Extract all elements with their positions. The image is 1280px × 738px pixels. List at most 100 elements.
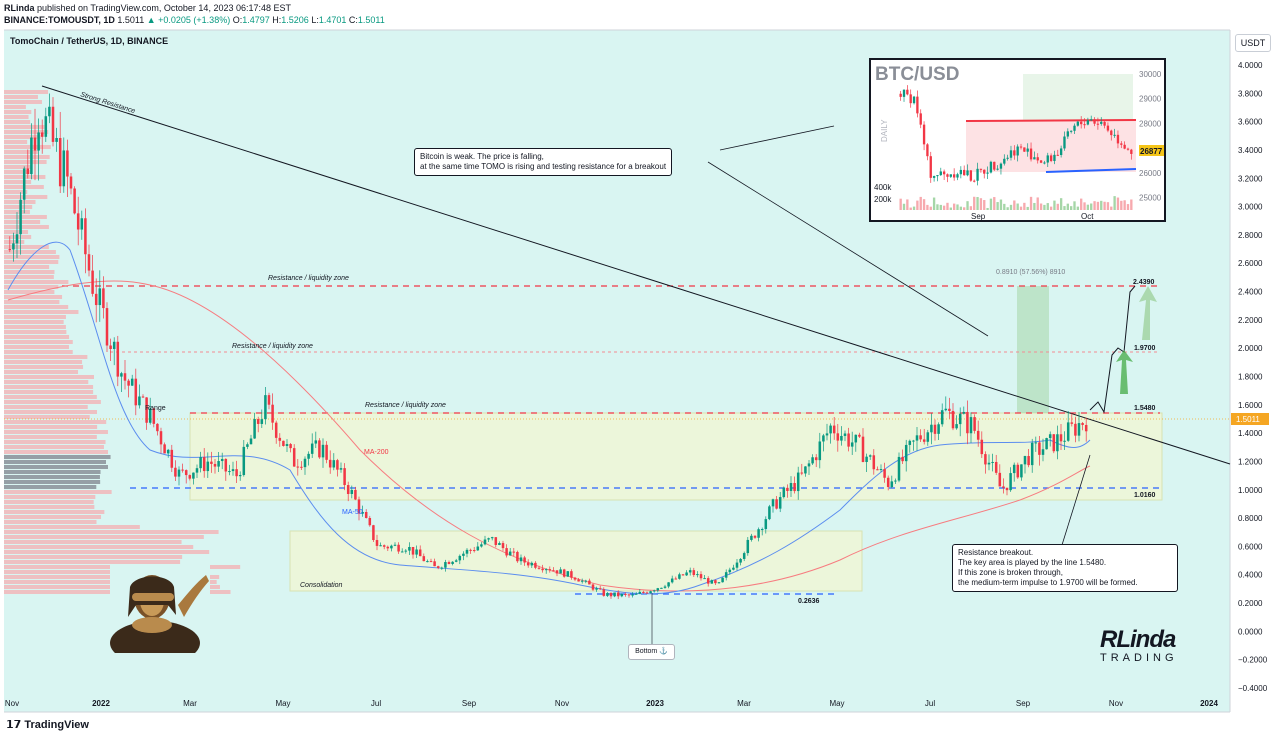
candle-body (685, 572, 688, 576)
ma-50-line (7, 241, 1091, 595)
currency-button[interactable]: USDT (1235, 34, 1271, 52)
candle-body (73, 188, 76, 214)
candle-body (530, 562, 534, 566)
candle-body (908, 440, 912, 445)
candle-body (62, 150, 66, 187)
volume-profile-bar (4, 130, 49, 134)
volume-profile-bar (4, 555, 183, 559)
candle-body (325, 444, 328, 460)
candle-body (598, 588, 602, 590)
candle-body (328, 459, 332, 468)
candle-body (238, 475, 242, 477)
volume-profile-bar (4, 525, 140, 529)
volume-profile-bar (4, 480, 101, 484)
candle-body (235, 469, 238, 477)
candle-body (832, 425, 836, 434)
volume-profile-bar (4, 150, 38, 154)
candle-body (973, 417, 976, 431)
candle-body (1045, 438, 1048, 450)
candle-body (987, 462, 991, 465)
candle-body (130, 378, 134, 386)
candle-body (811, 457, 814, 464)
volume-profile-bar (4, 295, 63, 299)
btc-candle-body (1003, 158, 1006, 164)
btc-inset-price-ticks: 300002900028000270002600025000 (1139, 70, 1162, 203)
candle-body (897, 456, 901, 481)
btc-volume-bar (966, 201, 969, 210)
btc-candle-body (1036, 157, 1039, 161)
candle-body (721, 577, 724, 583)
volume-profile-bar (4, 115, 29, 119)
volume-profile-bar (4, 500, 94, 504)
volume-profile-bar (4, 345, 69, 349)
btc-volume-bar (1046, 203, 1049, 210)
btc-volume-bar (929, 206, 932, 210)
btc-volume-bar (999, 199, 1003, 210)
candle-body (976, 430, 980, 440)
candle-body (343, 468, 346, 486)
volume-profile-bar (4, 340, 73, 344)
candle-body (120, 373, 123, 377)
btc-inset-x-oct: Oct (1081, 212, 1094, 220)
candle-body (188, 475, 192, 479)
btc-volume-bar (952, 203, 956, 210)
candle-body (926, 432, 930, 442)
tradingview-logo[interactable]: 𝟭𝟳 TradingView (6, 718, 89, 731)
price-tick-label: 2.4000 (1238, 288, 1263, 297)
volume-profile-bar (4, 505, 95, 509)
candle-body (282, 440, 285, 446)
candle-body (462, 553, 465, 556)
candle-body (958, 413, 962, 425)
btc-volume-bar (1086, 204, 1090, 210)
candle-body (321, 444, 325, 458)
btc-candle-body (1033, 157, 1036, 160)
btc-volume-bar (946, 202, 949, 210)
level-label-1016: 1.0160 (1134, 492, 1156, 499)
time-tick-label: Mar (183, 699, 197, 708)
candle-body (577, 579, 580, 582)
candle-body (606, 593, 609, 596)
candle-body (166, 449, 170, 454)
price-tick-label: 1.0000 (1238, 486, 1263, 495)
btc-candle-body (1120, 143, 1123, 145)
btc-candle-body (1059, 148, 1063, 156)
btc-volume-bar (922, 199, 926, 210)
btc-volume-bar (1019, 206, 1023, 210)
btc-candle-body (983, 169, 986, 174)
btc-candle-body (936, 175, 939, 177)
candle-body (807, 463, 811, 467)
tradingview-logo-icon: 𝟭𝟳 (6, 719, 25, 731)
candle-body (948, 408, 951, 411)
candle-body (782, 487, 786, 498)
candle-body (390, 545, 393, 549)
candle-body (937, 424, 940, 434)
volume-profile-bar (4, 245, 49, 249)
candle-body (177, 469, 181, 477)
time-tick-label: 2022 (92, 699, 110, 708)
time-tick-label: Sep (1016, 699, 1031, 708)
btc-volume-bar (1126, 204, 1130, 210)
volume-profile-bar (4, 280, 69, 284)
btc-volume-bar (1116, 197, 1120, 210)
candle-body (602, 589, 606, 596)
candle-body (30, 137, 33, 175)
candle-body (386, 546, 390, 549)
btc-volume-bar (1009, 204, 1013, 210)
candle-body (904, 444, 908, 462)
candle-body (631, 594, 634, 596)
author-name[interactable]: RLinda (4, 3, 35, 13)
mona-lisa-image (110, 565, 210, 653)
candle-body (620, 593, 624, 597)
candle-body (350, 489, 354, 494)
btc-volume-bar (989, 198, 993, 210)
btc-volume-bar (1056, 203, 1059, 210)
price-tick-label: 2.6000 (1238, 259, 1263, 268)
candle-body (757, 529, 760, 538)
candle-body (534, 562, 537, 568)
candle-body (883, 469, 886, 478)
candle-body (1038, 442, 1041, 455)
price-tick-label: 2.0000 (1238, 344, 1263, 353)
candle-body (724, 572, 728, 578)
btc-volume-bar (1033, 202, 1036, 210)
btc-inset-chart: BTC/USD DAILY 30000290002800027000260002… (874, 64, 1165, 221)
